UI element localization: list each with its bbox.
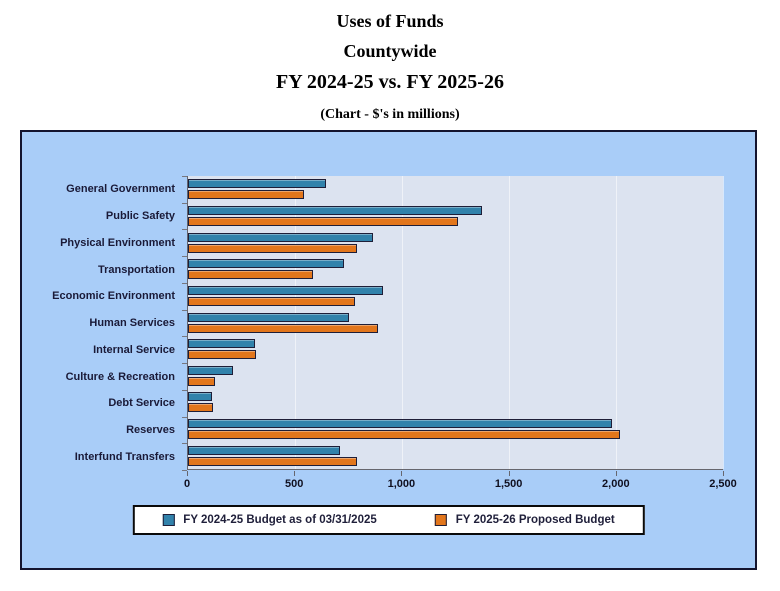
legend: FY 2024-25 Budget as of 03/31/2025 FY 202… [132, 505, 645, 535]
gridline [616, 176, 617, 469]
x-tick-label: 2,500 [709, 478, 737, 490]
bar [188, 216, 458, 226]
y-tick [182, 176, 187, 177]
gridline [509, 176, 510, 469]
y-tick [182, 336, 187, 338]
category-label: Economic Environment [52, 290, 175, 303]
chart-frame: General Government Public Safety Physical … [20, 130, 757, 570]
x-tick-label: 0 [183, 478, 191, 490]
bar [188, 419, 612, 429]
x-tick [615, 471, 617, 476]
bar [188, 205, 483, 215]
legend-item: FY 2025-26 Proposed Budget [434, 514, 615, 526]
bar [188, 365, 233, 375]
bar [188, 232, 374, 242]
bar-row [188, 229, 723, 256]
category-label: Physical Environment [60, 236, 175, 249]
plot-area [187, 176, 724, 470]
title-line-1: Uses of Funds [336, 11, 444, 31]
gridline [402, 176, 403, 469]
bar-row [188, 442, 723, 469]
category-label: Public Safety [105, 210, 175, 223]
y-tick [182, 229, 187, 231]
bar-rows [188, 176, 723, 469]
x-tick-label: 2,000 [602, 478, 630, 490]
bar [188, 190, 304, 200]
y-tick [182, 389, 187, 391]
bar [188, 243, 358, 253]
bar-row [188, 256, 723, 283]
bar [188, 285, 383, 295]
bar [188, 339, 256, 349]
x-tick [508, 471, 510, 476]
x-tick [294, 471, 296, 476]
bar [188, 456, 358, 466]
category-label: Debt Service [108, 397, 175, 410]
chart-titles: Uses of Funds Countywide FY 2024-25 vs. … [0, 6, 780, 124]
bar-row [188, 309, 723, 336]
bar [188, 179, 327, 189]
bar [188, 430, 621, 440]
category-label: Transportation [97, 263, 175, 276]
bar [188, 445, 340, 455]
y-tick [182, 416, 187, 418]
bar-row [188, 362, 723, 389]
bar-row [188, 389, 723, 416]
title-line-3: FY 2024-25 vs. FY 2025-26 [276, 71, 504, 93]
x-tick [723, 471, 724, 476]
legend-swatch-icon [162, 514, 175, 526]
bar-row [188, 283, 723, 310]
y-tick [182, 470, 187, 471]
x-tick-label: 500 [285, 478, 304, 490]
x-tick [401, 471, 403, 476]
y-tick [182, 256, 187, 258]
category-label: Human Services [89, 317, 175, 330]
y-tick [182, 363, 187, 365]
y-tick [182, 443, 187, 445]
category-label: Reserves [126, 423, 175, 436]
category-label: Culture & Recreation [65, 370, 175, 383]
x-tick [187, 471, 188, 476]
legend-label: FY 2024-25 Budget as of 03/31/2025 [183, 514, 377, 526]
category-label: Internal Service [93, 343, 175, 356]
y-tick [182, 282, 187, 284]
title-line-2: Countywide [343, 41, 437, 61]
category-labels: General Government Public Safety Physical … [22, 176, 182, 470]
y-tick [182, 202, 187, 204]
bar [188, 270, 314, 280]
gridline [295, 176, 296, 469]
legend-item: FY 2024-25 Budget as of 03/31/2025 [162, 514, 377, 526]
bar-row [188, 336, 723, 363]
bar [188, 312, 349, 322]
bar-row [188, 416, 723, 443]
bar [188, 296, 355, 306]
y-tick [182, 309, 187, 311]
x-tick-label: 1,500 [494, 478, 523, 490]
gridline [723, 176, 724, 469]
legend-label: FY 2025-26 Proposed Budget [455, 514, 615, 526]
category-label: Interfund Transfers [74, 450, 175, 463]
bar [188, 392, 212, 402]
legend-swatch-icon [434, 514, 447, 526]
bar-row [188, 176, 723, 203]
chart-subtitle: (Chart - $'s in millions) [320, 107, 460, 122]
bar [188, 323, 379, 333]
bar [188, 259, 345, 269]
bar-row [188, 203, 723, 230]
bar [188, 350, 257, 360]
bar [188, 376, 215, 386]
bar [188, 403, 213, 413]
x-tick-label: 1,000 [387, 478, 416, 490]
category-label: General Government [66, 183, 175, 196]
